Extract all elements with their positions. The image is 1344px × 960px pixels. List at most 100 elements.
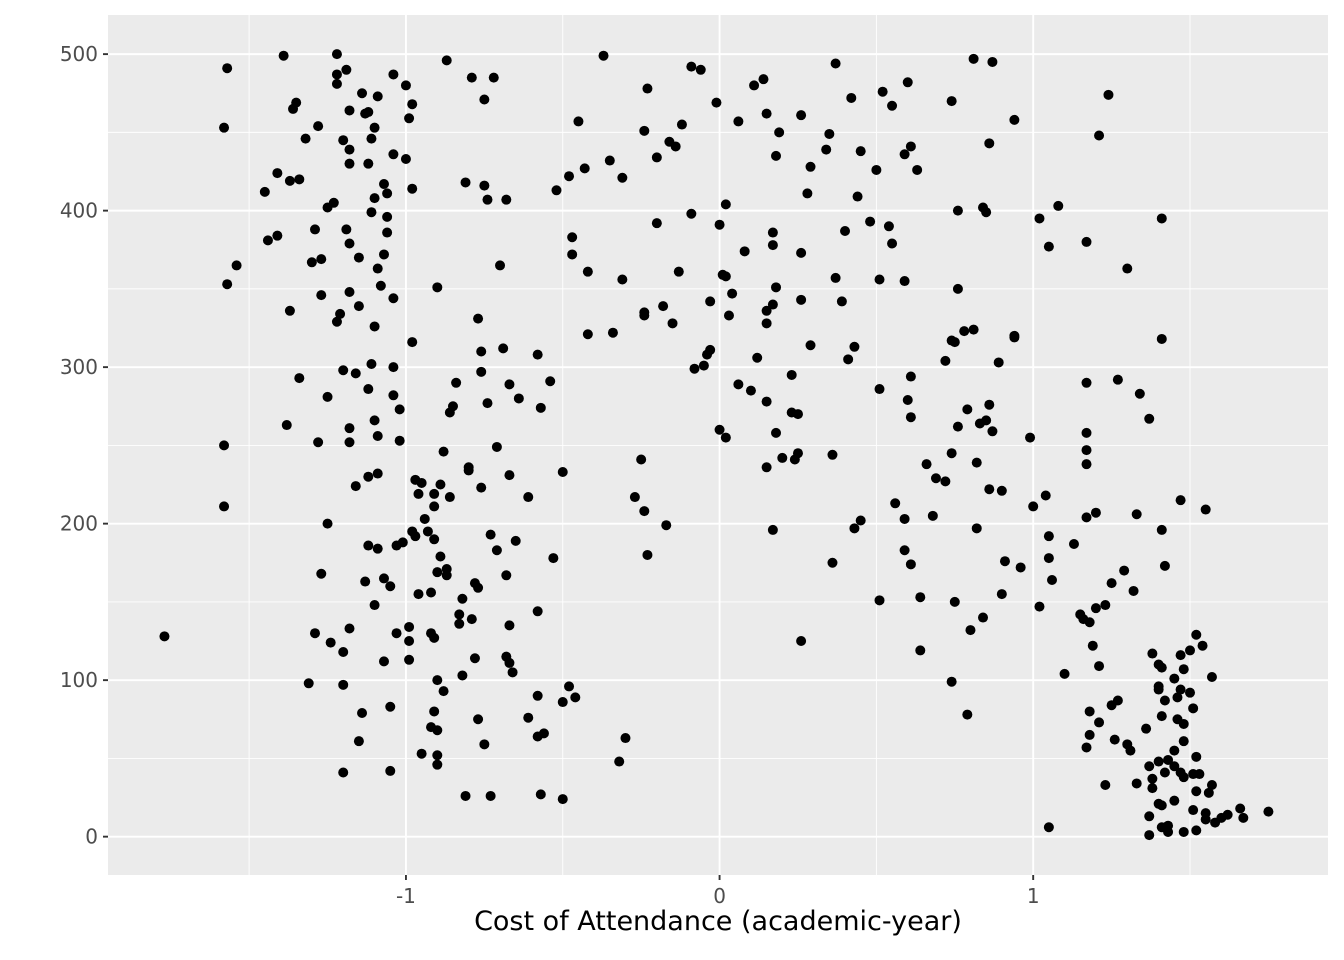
point — [564, 681, 575, 692]
point — [231, 260, 242, 271]
point — [1043, 553, 1054, 564]
point — [328, 197, 339, 208]
point — [400, 80, 411, 91]
point — [476, 346, 487, 357]
point — [771, 427, 782, 438]
point — [331, 316, 342, 327]
point — [432, 282, 443, 293]
point — [874, 384, 885, 395]
point — [965, 625, 976, 636]
point — [930, 473, 941, 484]
x-tick-label: 1 — [1027, 884, 1040, 908]
point — [416, 748, 427, 759]
point — [821, 144, 832, 155]
point — [761, 318, 772, 329]
point — [557, 466, 568, 477]
point — [341, 224, 352, 235]
point — [404, 654, 415, 665]
point — [551, 185, 562, 196]
point — [1122, 263, 1133, 274]
point — [705, 344, 716, 355]
point — [372, 468, 383, 479]
point — [639, 125, 650, 136]
point — [1084, 706, 1095, 717]
point — [774, 127, 785, 138]
point — [883, 221, 894, 232]
point — [887, 238, 898, 249]
point — [1203, 787, 1214, 798]
point — [978, 612, 989, 623]
point — [661, 520, 672, 531]
point — [338, 135, 349, 146]
point — [369, 600, 380, 611]
point — [905, 559, 916, 570]
point — [949, 596, 960, 607]
point — [1103, 89, 1114, 100]
point — [1047, 574, 1058, 585]
point — [639, 310, 650, 321]
point — [1175, 650, 1186, 661]
point — [435, 479, 446, 490]
point — [385, 701, 396, 712]
point — [338, 646, 349, 657]
point — [899, 149, 910, 160]
point — [366, 359, 377, 370]
point — [921, 459, 932, 470]
point — [284, 175, 295, 186]
point — [432, 725, 443, 736]
point — [338, 679, 349, 690]
point — [598, 50, 609, 61]
point — [369, 193, 380, 204]
point — [369, 415, 380, 426]
point — [905, 141, 916, 152]
point — [905, 371, 916, 382]
point — [727, 288, 738, 299]
point — [407, 337, 418, 348]
point — [874, 274, 885, 285]
point — [382, 227, 393, 238]
point — [1178, 718, 1189, 729]
point — [491, 545, 502, 556]
point — [316, 254, 327, 265]
point — [996, 589, 1007, 600]
point — [504, 470, 515, 481]
point — [805, 161, 816, 172]
point — [532, 606, 543, 617]
point — [410, 531, 421, 542]
point — [1094, 661, 1105, 672]
point — [344, 105, 355, 116]
point — [353, 301, 364, 312]
point — [981, 207, 992, 218]
point — [432, 675, 443, 686]
point — [915, 645, 926, 656]
point — [338, 365, 349, 376]
point — [372, 91, 383, 102]
point — [617, 274, 628, 285]
point — [510, 535, 521, 546]
points — [159, 49, 1274, 841]
point — [219, 122, 230, 133]
point — [545, 376, 556, 387]
point — [1191, 751, 1202, 762]
point — [1178, 664, 1189, 675]
point — [1235, 803, 1246, 814]
point — [457, 670, 468, 681]
point — [331, 78, 342, 89]
point — [322, 391, 333, 402]
point — [1197, 640, 1208, 651]
point — [435, 551, 446, 562]
point — [786, 369, 797, 380]
point — [761, 305, 772, 316]
point — [604, 155, 615, 166]
point — [360, 576, 371, 587]
point — [686, 208, 697, 219]
point — [222, 63, 233, 74]
point — [676, 119, 687, 130]
point — [962, 404, 973, 415]
point — [313, 437, 324, 448]
point — [1238, 812, 1249, 823]
point — [388, 149, 399, 160]
point — [479, 739, 490, 750]
point — [426, 587, 437, 598]
